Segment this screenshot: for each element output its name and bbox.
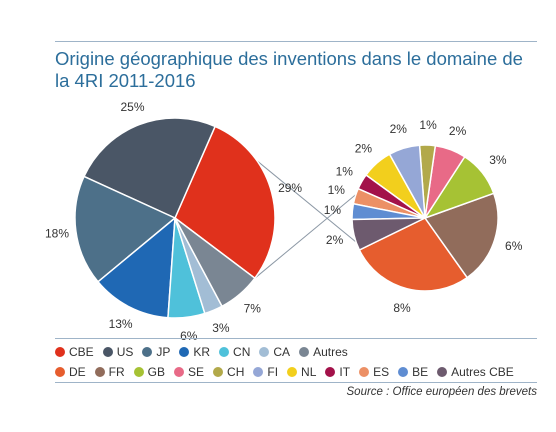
source-note: Source : Office européen des brevets (347, 386, 538, 398)
legend-label: SE (188, 365, 204, 379)
main-label-cbe: 29% (278, 181, 302, 195)
legend-swatch (213, 367, 223, 377)
legend-item-cbe: CBE (55, 345, 94, 359)
legend-swatch (55, 367, 65, 377)
legend-item-it: IT (325, 365, 350, 379)
main-label-cn: 6% (180, 329, 198, 343)
detail-label-be: 1% (324, 203, 342, 217)
legend-swatch (299, 347, 309, 357)
legend-label: IT (339, 365, 350, 379)
legend-item-gb: GB (134, 365, 165, 379)
legend-label: CA (273, 345, 290, 359)
legend-swatch (219, 347, 229, 357)
legend-rule-bottom (55, 382, 537, 383)
detail-label-fr: 6% (505, 239, 523, 253)
detail-pie (352, 145, 498, 291)
legend-item-kr: KR (179, 345, 210, 359)
detail-label-de: 8% (393, 301, 411, 315)
legend-swatch (253, 367, 263, 377)
legend-swatch (437, 367, 447, 377)
detail-label-ch: 1% (419, 118, 437, 132)
legend-item-ch: CH (213, 365, 244, 379)
legend-label: FI (267, 365, 278, 379)
legend-label: CBE (69, 345, 94, 359)
legend-label: CH (227, 365, 244, 379)
legend-label: ES (373, 365, 389, 379)
legend-label: FR (109, 365, 125, 379)
legend-label: CN (233, 345, 250, 359)
legend-swatch (174, 367, 184, 377)
legend-label: GB (148, 365, 165, 379)
legend-item-jp: JP (142, 345, 170, 359)
legend-swatch (359, 367, 369, 377)
legend-label: NL (301, 365, 316, 379)
legend-label: Autres (313, 345, 348, 359)
legend-label: Autres CBE (451, 365, 514, 379)
legend-swatch (325, 367, 335, 377)
main-label-kr: 13% (109, 317, 133, 331)
main-pie (75, 118, 275, 318)
legend-label: KR (193, 345, 210, 359)
detail-label-autres-cbe: 2% (326, 233, 344, 247)
main-label-jp: 18% (45, 227, 69, 241)
legend-item-fr: FR (95, 365, 125, 379)
legend-item-ca: CA (259, 345, 290, 359)
legend-swatch (134, 367, 144, 377)
detail-label-se: 2% (449, 124, 467, 138)
legend-label: JP (156, 345, 170, 359)
legend-swatch (179, 347, 189, 357)
legend-label: BE (412, 365, 428, 379)
legend-item-us: US (103, 345, 134, 359)
legend-item-be: BE (398, 365, 428, 379)
main-label-us: 25% (120, 100, 144, 114)
legend-item-cn: CN (219, 345, 250, 359)
legend-row-detail: DE FR GB SE CH FI NL IT ES BE Autres CBE (55, 365, 523, 379)
legend-item-de: DE (55, 365, 86, 379)
legend-item-autres-cbe: Autres CBE (437, 365, 514, 379)
detail-label-es: 1% (328, 183, 346, 197)
legend-item-nl: NL (287, 365, 316, 379)
legend-item-es: ES (359, 365, 389, 379)
legend-swatch (103, 347, 113, 357)
legend-rule-top (55, 338, 537, 339)
legend-swatch (287, 367, 297, 377)
legend-item-fi: FI (253, 365, 278, 379)
legend-swatch (142, 347, 152, 357)
legend-swatch (95, 367, 105, 377)
detail-label-it: 1% (336, 165, 354, 179)
legend-swatch (55, 347, 65, 357)
legend-row-main: CBE US JP KR CN CA Autres (55, 345, 357, 359)
detail-label-gb: 3% (489, 153, 507, 167)
main-label-autres: 7% (244, 302, 262, 316)
legend-item-se: SE (174, 365, 204, 379)
legend-label: DE (69, 365, 86, 379)
detail-label-fi: 2% (390, 122, 408, 136)
legend-swatch (259, 347, 269, 357)
legend-item-autres: Autres (299, 345, 348, 359)
legend-swatch (398, 367, 408, 377)
main-label-ca: 3% (212, 321, 230, 335)
detail-label-nl: 2% (355, 141, 373, 155)
legend-label: US (117, 345, 134, 359)
